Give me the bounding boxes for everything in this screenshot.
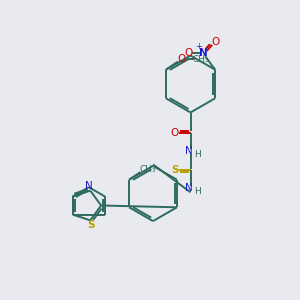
Text: N: N <box>185 183 193 193</box>
Text: +: + <box>195 42 202 51</box>
Text: N: N <box>85 181 93 191</box>
Text: O: O <box>178 54 186 64</box>
Text: N: N <box>200 48 208 58</box>
Text: -: - <box>192 54 195 63</box>
Text: S: S <box>88 220 95 230</box>
Text: H: H <box>194 150 201 159</box>
Text: O: O <box>211 37 219 47</box>
Text: CH₃: CH₃ <box>140 165 156 174</box>
Text: S: S <box>171 165 179 175</box>
Text: O: O <box>171 128 179 138</box>
Text: H: H <box>194 187 201 196</box>
Text: O: O <box>184 48 192 58</box>
Text: CH₃: CH₃ <box>193 55 209 64</box>
Text: N: N <box>185 146 193 156</box>
